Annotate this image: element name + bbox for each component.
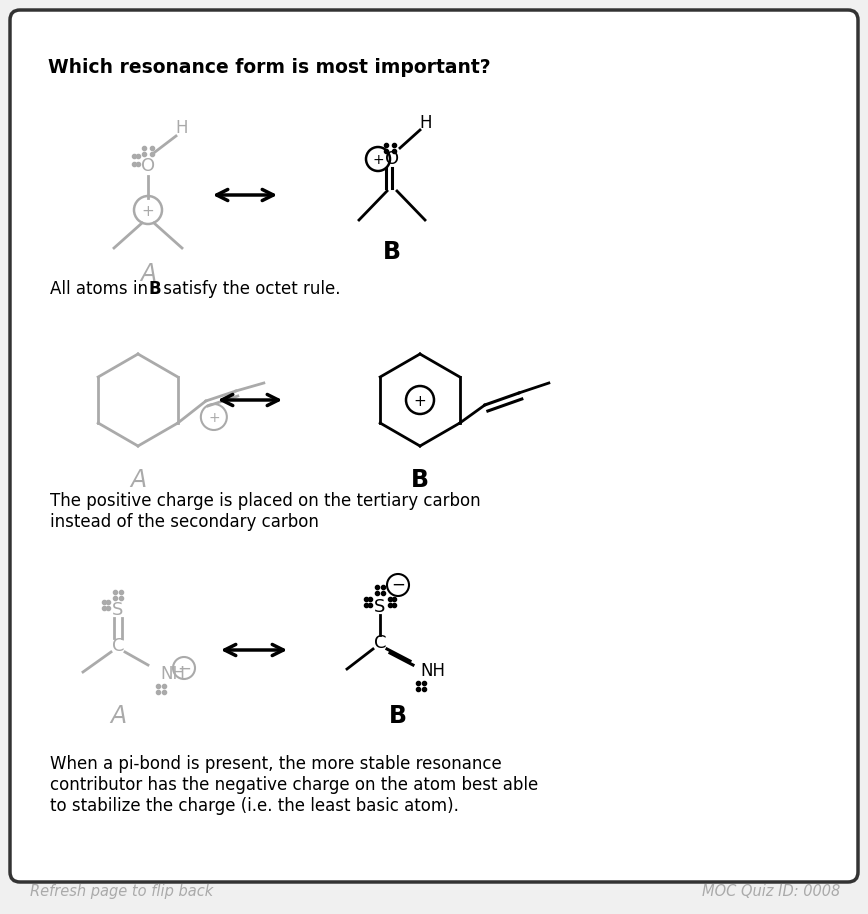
Text: A: A: [130, 468, 146, 492]
Text: −: −: [391, 576, 405, 594]
Text: B: B: [389, 704, 407, 728]
Text: O: O: [385, 150, 399, 168]
Text: B: B: [411, 468, 429, 492]
Text: H: H: [175, 119, 188, 137]
Text: +: +: [372, 153, 384, 167]
Text: Which resonance form is most important?: Which resonance form is most important?: [48, 58, 490, 77]
Text: When a pi-bond is present, the more stable resonance
contributor has the negativ: When a pi-bond is present, the more stab…: [50, 755, 538, 814]
Text: A: A: [110, 704, 126, 728]
Text: C: C: [374, 634, 386, 652]
Text: NH: NH: [420, 662, 445, 680]
Text: A: A: [140, 262, 156, 286]
Text: H: H: [420, 114, 432, 132]
Text: B: B: [148, 280, 161, 298]
Text: S: S: [112, 601, 123, 619]
Text: The positive charge is placed on the tertiary carbon
instead of the secondary ca: The positive charge is placed on the ter…: [50, 492, 481, 531]
Text: C: C: [112, 637, 124, 655]
Text: +: +: [414, 394, 426, 409]
Text: MOC Quiz ID: 0008: MOC Quiz ID: 0008: [701, 884, 840, 899]
Text: +: +: [208, 411, 220, 425]
Text: −: −: [177, 660, 191, 678]
Text: +: +: [141, 204, 155, 218]
Text: O: O: [141, 157, 155, 175]
FancyBboxPatch shape: [10, 10, 858, 882]
Text: satisfy the octet rule.: satisfy the octet rule.: [158, 280, 340, 298]
Text: B: B: [383, 240, 401, 264]
Text: Refresh page to flip back: Refresh page to flip back: [30, 884, 214, 899]
Text: NH: NH: [160, 665, 185, 683]
Text: All atoms in: All atoms in: [50, 280, 154, 298]
Text: S: S: [374, 598, 385, 616]
